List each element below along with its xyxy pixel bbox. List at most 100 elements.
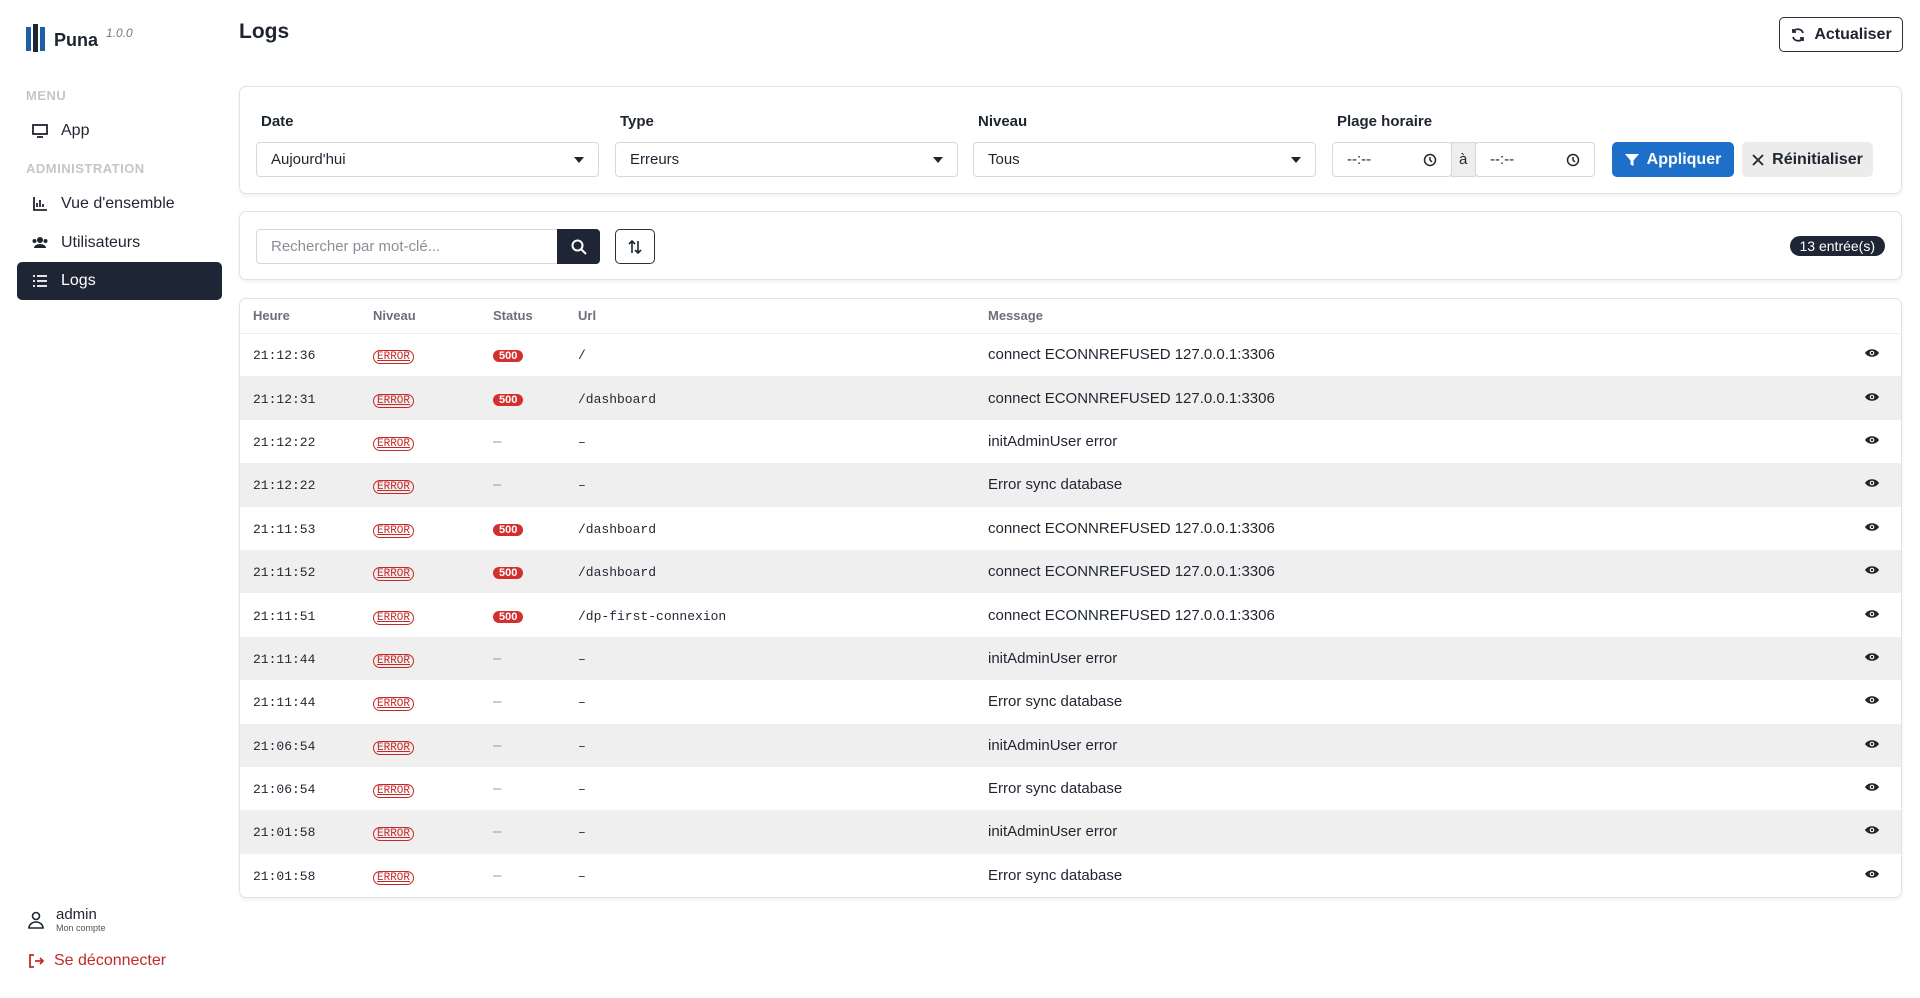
log-row: 21:11:52 ERROR 500/dashboard connect ECONNR… [240,549,1901,594]
search-button[interactable] [557,229,600,264]
message: Error sync database [988,866,1123,884]
icon [33,197,47,211]
view-icon[interactable] [1864,521,1880,533]
view-icon[interactable] [1864,608,1880,620]
status-empty: – [493,432,502,450]
caret [933,156,943,163]
view-icon[interactable] [1864,347,1880,359]
message: connect ECONNREFUSED 127.0.0.1:3306 [988,346,1275,364]
nav-item[interactable]: App [17,112,222,150]
user-icon [28,911,44,929]
cell [1851,463,1901,507]
cell: /dashboard [565,376,975,420]
cell: 21:01:58 [240,854,360,897]
refresh-button[interactable]: Actualiser [1779,17,1903,52]
message: connect ECONNREFUSED 127.0.0.1:3306 [988,519,1275,537]
log-row: 21:06:54 ERROR – – Error sync database [240,767,1901,810]
time-from[interactable]: --:-- [1332,142,1452,177]
message: connect ECONNREFUSED 127.0.0.1:3306 [988,606,1275,624]
search-card: Rechercher par mot-clé... 13 entrée(s) [239,211,1902,280]
cell: – [565,810,975,854]
time-value: --:-- [1490,151,1515,168]
status-badge: 500 [493,567,524,580]
cell: / [565,333,975,376]
level-select[interactable]: Tous [973,142,1316,177]
cell [1851,593,1901,636]
count-badge: 13 entrée(s) [1789,236,1885,256]
sidebar: Puna 1.0.0 MENU App ADMINISTRATION Vue d… [0,0,232,998]
cell: 21:06:54 [240,767,360,810]
nav-item-active[interactable]: Logs [17,262,222,300]
cell: connect ECONNREFUSED 127.0.0.1:3306 [975,593,1851,636]
logout[interactable]: Se déconnecter [28,952,166,970]
cell: 21:12:22 [240,463,360,507]
log-row: 21:12:22 ERROR – – initAdminUser error [240,420,1901,463]
status-badge: 500 [493,393,524,406]
cell: – [480,854,565,897]
time-to[interactable]: --:-- [1475,142,1595,177]
time: 21:11:52 [253,565,316,581]
view-icon[interactable] [1864,738,1880,750]
level-badge: ERROR [373,653,415,668]
view-icon[interactable] [1864,824,1880,836]
view-icon[interactable] [1864,477,1880,489]
cell: ERROR [360,333,480,376]
apply-button[interactable]: Appliquer [1612,142,1734,177]
level-badge: ERROR [373,610,415,625]
url: – [578,825,586,841]
type-select[interactable]: Erreurs [615,142,958,177]
level-badge: ERROR [373,393,415,408]
cell: ERROR [360,810,480,854]
view-icon[interactable] [1864,434,1880,446]
time: 21:12:22 [253,478,316,494]
url: – [578,651,586,667]
view-icon[interactable] [1864,564,1880,576]
sort-button[interactable] [615,229,655,264]
cell [1851,854,1901,897]
url: /dashboard [578,521,657,537]
view-icon[interactable] [1864,651,1880,663]
view-icon[interactable] [1864,781,1880,793]
filter-label: Niveau [978,113,1028,130]
cell [1851,420,1901,463]
cell: Error sync database [975,767,1851,810]
nav-item[interactable]: Vue d'ensemble [17,185,222,223]
reset-button[interactable]: Réinitialiser [1742,142,1873,177]
brand: Puna 1.0.0 [26,24,133,52]
apply-label: Appliquer [1646,150,1722,168]
cell: – [480,767,565,810]
view-icon[interactable] [1864,391,1880,403]
cell: – [480,420,565,463]
url: – [578,434,586,450]
refresh-label: Actualiser [1814,25,1892,43]
message: initAdminUser error [988,432,1118,450]
search-input[interactable]: Rechercher par mot-clé... [256,229,558,264]
log-row: 21:12:22 ERROR – – Error sync database [240,463,1901,507]
user[interactable]: admin Mon compte [28,906,106,933]
section-title: ADMINISTRATION [26,161,145,176]
filter-icon [1624,153,1639,166]
icon [33,275,47,287]
cell: 500 [480,507,565,550]
cell: connect ECONNREFUSED 127.0.0.1:3306 [975,376,1851,420]
cell: Error sync database [975,680,1851,723]
cell [1851,549,1901,594]
time: 21:06:54 [253,782,316,798]
view-icon[interactable] [1864,694,1880,706]
cell: connect ECONNREFUSED 127.0.0.1:3306 [975,549,1851,594]
logs-table: Heure Niveau Status Url Message 21:12:36 ERROR… [240,299,1901,897]
logo [26,24,45,52]
view-icon[interactable] [1864,868,1880,880]
cell: – [480,636,565,681]
cell: 500 [480,593,565,636]
cell: ERROR [360,507,480,550]
time: 21:11:44 [253,695,316,711]
time: 21:11:44 [253,651,316,667]
nav-item[interactable]: Utilisateurs [17,224,222,262]
level-badge: ERROR [373,567,415,582]
filter-label: Type [620,113,654,130]
status-empty: – [493,649,502,667]
date-select[interactable]: Aujourd'hui [256,142,599,177]
